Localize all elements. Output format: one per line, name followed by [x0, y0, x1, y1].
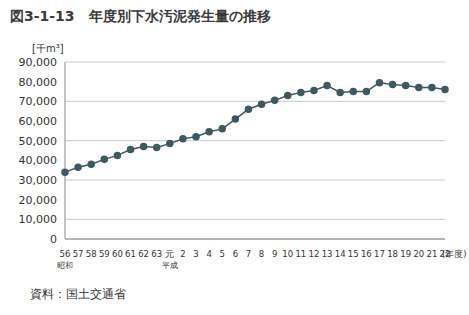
svg-text:2: 2	[180, 249, 185, 259]
svg-text:8: 8	[259, 249, 264, 259]
svg-text:16: 16	[361, 249, 372, 259]
html-text:図3-1-13 年度別下水汚泥発生量の推移: 図3-1-13 年度別下水汚泥発生量の推移	[10, 8, 271, 24]
svg-text:7: 7	[246, 249, 251, 259]
svg-text:62: 62	[138, 249, 149, 259]
svg-text:63: 63	[151, 249, 162, 259]
svg-text:21: 21	[426, 249, 437, 259]
svg-text:0: 0	[50, 233, 57, 246]
svg-text:20,000: 20,000	[19, 194, 58, 207]
svg-text:60,000: 60,000	[19, 115, 58, 128]
svg-text:11: 11	[295, 249, 306, 259]
svg-text:元: 元	[165, 249, 174, 259]
html-text:資料：国土交通省: 資料：国土交通省	[30, 287, 126, 301]
svg-text:19: 19	[400, 249, 411, 259]
svg-text:14: 14	[335, 249, 346, 259]
html-text:(年度): (年度)	[442, 249, 467, 259]
svg-text:6: 6	[233, 249, 238, 259]
svg-text:90,000: 90,000	[19, 56, 58, 69]
svg-text:40,000: 40,000	[19, 154, 58, 167]
svg-text:80,000: 80,000	[19, 76, 58, 89]
svg-text:15: 15	[348, 249, 359, 259]
svg-text:20: 20	[413, 249, 424, 259]
svg-text:9: 9	[272, 249, 277, 259]
svg-text:30,000: 30,000	[19, 174, 58, 187]
svg-text:57: 57	[73, 249, 84, 259]
svg-text:12: 12	[309, 249, 320, 259]
svg-text:5: 5	[220, 249, 225, 259]
svg-text:平成: 平成	[162, 261, 178, 270]
svg-text:18: 18	[387, 249, 398, 259]
svg-text:10,000: 10,000	[19, 213, 58, 226]
svg-text:3: 3	[193, 249, 198, 259]
svg-text:昭和: 昭和	[57, 261, 73, 270]
svg-text:59: 59	[99, 249, 110, 259]
svg-text:58: 58	[86, 249, 97, 259]
svg-text:10: 10	[282, 249, 293, 259]
svg-text:13: 13	[322, 249, 333, 259]
svg-text:50,000: 50,000	[19, 135, 58, 148]
svg-text:61: 61	[125, 249, 136, 259]
svg-text:17: 17	[374, 249, 385, 259]
svg-text:4: 4	[206, 249, 211, 259]
svg-text:56: 56	[60, 249, 71, 259]
svg-text:60: 60	[112, 249, 123, 259]
html-text:[千m³]: [千m³]	[32, 43, 64, 54]
svg-text:70,000: 70,000	[19, 95, 58, 108]
